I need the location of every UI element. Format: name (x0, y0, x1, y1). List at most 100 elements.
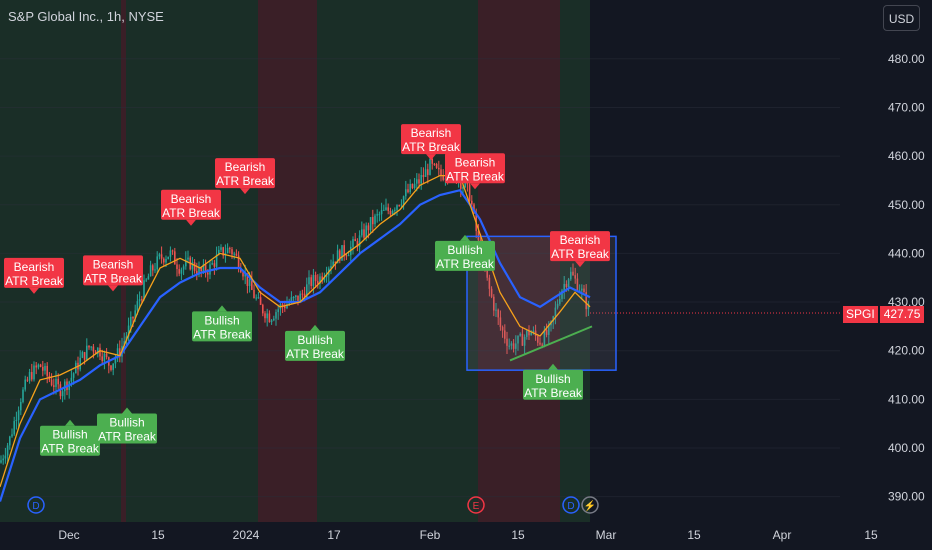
candle-body (182, 266, 185, 270)
signal-line1: Bearish (411, 126, 452, 140)
candle-body (308, 277, 310, 285)
candle-body (416, 179, 418, 184)
candle-body (270, 320, 273, 323)
candle-body (460, 180, 462, 189)
event-circle[interactable] (581, 496, 599, 514)
candle-body (152, 265, 154, 271)
candle-body (198, 267, 200, 275)
event-markers[interactable]: D E D ⚡ (27, 496, 599, 514)
candle-body (407, 189, 409, 193)
price-tick-label: 420.00 (888, 344, 925, 358)
candle-body (372, 217, 374, 225)
candle-body (581, 288, 583, 291)
time-tick-label: 15 (687, 528, 701, 542)
candle-body (394, 209, 396, 211)
event-circle[interactable] (467, 496, 485, 514)
candle-body (471, 200, 473, 205)
candle-body (138, 299, 141, 302)
currency-button[interactable]: USD (883, 5, 920, 31)
candle-body (422, 174, 425, 177)
candle-body (165, 258, 167, 263)
candle-body (191, 262, 194, 270)
event-label: D (567, 501, 574, 512)
candle-body (119, 348, 121, 357)
time-axis[interactable]: Dec 15 2024 17 Feb 15 Mar 15 Apr 15 (0, 522, 932, 550)
candle-body (343, 245, 345, 256)
event-marker-E[interactable]: E (467, 496, 485, 514)
candle-body (42, 366, 44, 371)
event-label: E (473, 501, 480, 512)
candle-body (86, 345, 88, 360)
candle-body (31, 372, 33, 380)
support-trendline[interactable] (509, 325, 593, 362)
candle-body (110, 365, 112, 370)
signal-pointer (108, 285, 118, 292)
event-marker-⚡[interactable]: ⚡ (581, 496, 599, 514)
candle-body (143, 280, 145, 300)
candle-body (37, 364, 40, 368)
price-tick-label: 440.00 (888, 246, 925, 260)
candle-body (281, 304, 284, 307)
event-marker-D[interactable]: D (27, 496, 45, 514)
signal-box (401, 124, 461, 155)
candle-body (387, 207, 389, 211)
candle-body (284, 306, 286, 309)
candle-body (275, 312, 277, 319)
signal-line2: ATR Break (216, 174, 275, 188)
candle-body (361, 229, 363, 236)
candle-body (389, 210, 392, 215)
candle-body (336, 250, 339, 264)
signal-box (83, 255, 143, 286)
candle-body (440, 169, 442, 176)
candle-body (15, 419, 18, 422)
candle-body (213, 263, 216, 267)
candle-body (112, 363, 114, 370)
event-circle[interactable] (562, 496, 580, 514)
candle-body (262, 304, 264, 314)
candle-body (528, 330, 530, 336)
candle-body (22, 389, 24, 402)
signal-line2: ATR Break (446, 169, 505, 183)
candle-body (286, 304, 288, 309)
candle-body (204, 264, 207, 273)
signal-pointer (122, 407, 132, 414)
candle-body (396, 205, 398, 210)
candle-body (134, 310, 136, 319)
candle-body (570, 271, 572, 280)
time-tick-label: 15 (151, 528, 165, 542)
candle-body (341, 245, 343, 261)
candle-body (374, 215, 376, 225)
candle-body (409, 183, 411, 193)
signal-line1: Bearish (171, 192, 212, 206)
event-marker-D[interactable]: D (562, 496, 580, 514)
candle-body (255, 297, 257, 299)
signal-pointer (460, 234, 470, 241)
candle-body (81, 352, 84, 358)
signal-line2: ATR Break (436, 257, 495, 271)
candle-body (398, 205, 400, 207)
candle-body (28, 372, 31, 381)
signal-pointer (29, 287, 39, 294)
price-axis[interactable]: 390.00 400.00 410.00 420.00 430.00 440.00 450.… (840, 0, 932, 550)
candle-body (299, 293, 301, 302)
time-tick-label: 17 (327, 528, 341, 542)
time-tick-label: 15 (511, 528, 525, 542)
candle-body (552, 316, 554, 322)
event-circle[interactable] (27, 496, 45, 514)
time-tick-label: 15 (864, 528, 878, 542)
candle-body (288, 302, 290, 305)
candle-body (526, 330, 528, 337)
candle-body (332, 261, 334, 266)
candle-body (26, 379, 29, 381)
signal-pointer (217, 305, 227, 312)
candle-body (160, 254, 163, 259)
time-tick-label: Apr (773, 528, 792, 542)
signal-box (215, 158, 275, 189)
candle-body (11, 434, 13, 437)
